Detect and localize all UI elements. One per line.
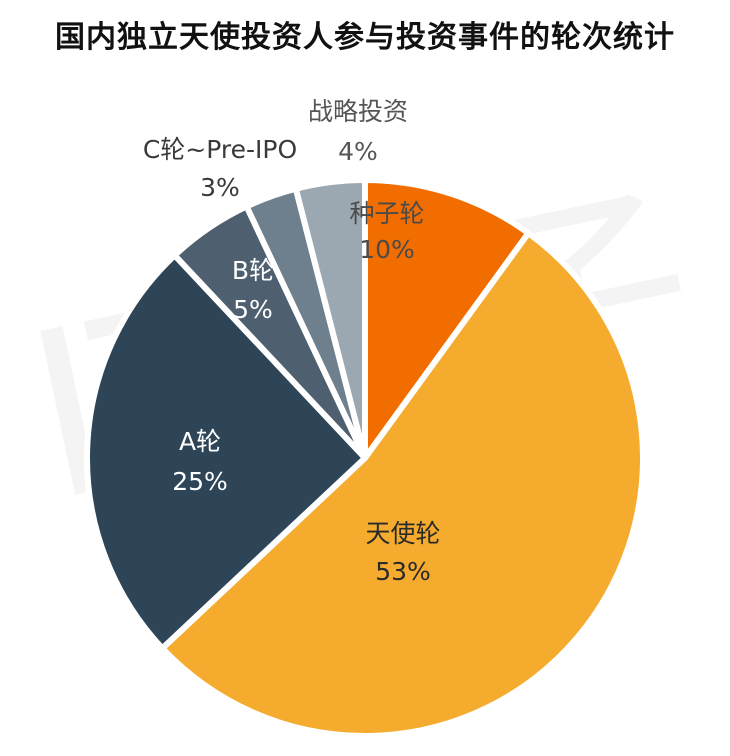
pie-slice-2 xyxy=(84,252,368,652)
slice-name-label: 种子轮 xyxy=(349,199,424,228)
slice-value-label: 5% xyxy=(233,295,273,324)
slice-name-label: 战略投资 xyxy=(308,97,408,126)
slice-value-label: 3% xyxy=(200,173,240,202)
slice-value-label: 4% xyxy=(338,137,378,166)
pie-slice-5 xyxy=(292,177,368,461)
chart-title: 国内独立天使投资人参与投资事件的轮次统计 xyxy=(55,20,675,55)
pie-slice-0 xyxy=(362,177,532,461)
slice-name-label: C轮~Pre-IPO xyxy=(143,135,297,164)
pie-slices xyxy=(84,177,646,739)
pie-slice-1 xyxy=(159,230,646,739)
slice-name-label: A轮 xyxy=(179,427,221,456)
slice-value-label: 10% xyxy=(359,235,415,264)
slice-name-label: B轮 xyxy=(232,256,274,285)
pie-labels: 种子轮 10% 天使轮 53% A轮 25% B轮 5% C轮~Pre-IPO 3% 战略投资 4% xyxy=(143,97,441,586)
slice-value-label: 53% xyxy=(375,557,431,586)
slice-value-label: 25% xyxy=(172,467,228,496)
slice-name-label: 天使轮 xyxy=(365,519,440,548)
